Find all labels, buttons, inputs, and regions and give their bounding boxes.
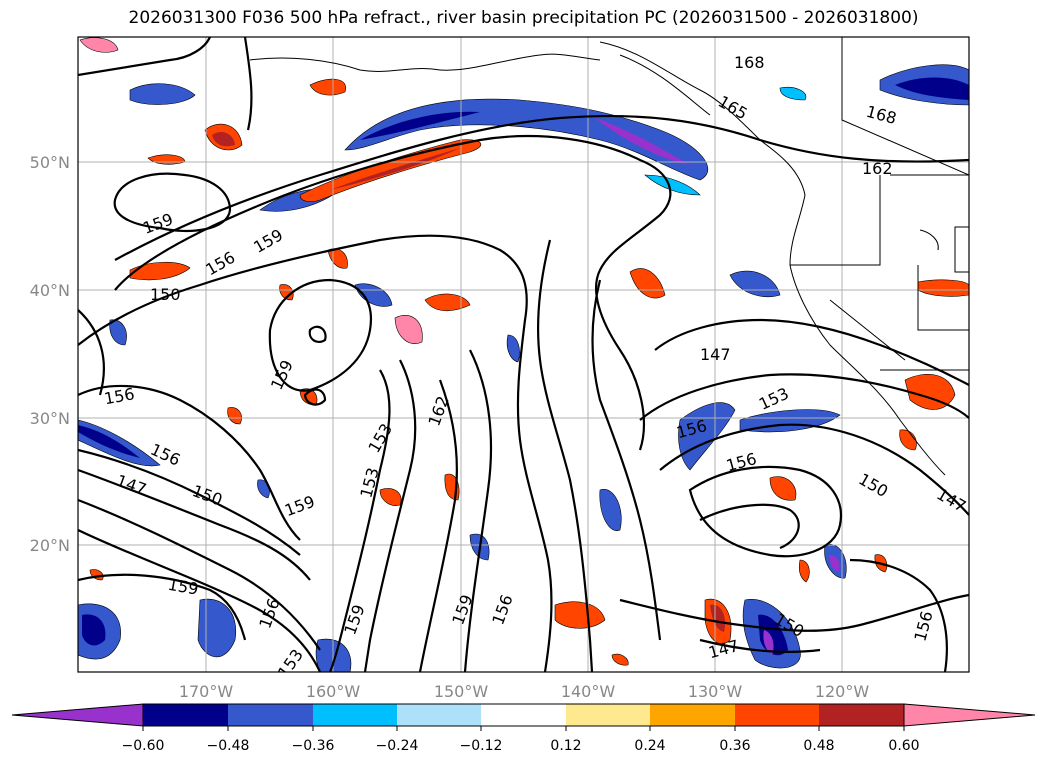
coastlines <box>249 37 969 476</box>
lon-label: 140°W <box>561 682 616 701</box>
colorbar-tick-label: −0.12 <box>460 738 503 754</box>
colorbar-segment <box>397 704 481 726</box>
contour-label: 147 <box>700 345 731 364</box>
lon-label: 130°W <box>688 682 743 701</box>
colorbar-tick-label: 0.12 <box>550 738 581 754</box>
colorbar-tick-label: 0.36 <box>719 738 750 754</box>
lon-label: 170°W <box>179 682 234 701</box>
contour-label: 150 <box>150 285 181 304</box>
contour-label: 168 <box>734 53 765 72</box>
colorbar-segment <box>650 704 735 726</box>
lat-label: 40°N <box>30 281 70 300</box>
colorbar-segment <box>313 704 397 726</box>
lat-label: 30°N <box>30 409 70 428</box>
colorbar-tick-label: 0.24 <box>634 738 665 754</box>
latitude-labels: 50°N 40°N 30°N 20°N <box>30 153 70 555</box>
colorbar-segment <box>143 704 228 726</box>
plot-frame <box>77 36 970 673</box>
colorbar-tick-label: −0.24 <box>376 738 419 754</box>
lon-label: 120°W <box>815 682 870 701</box>
refractivity-contours <box>78 37 969 672</box>
colorbar: −0.60 −0.48 −0.36 −0.24 −0.12 0.12 0.24 … <box>11 703 1036 754</box>
lat-label: 20°N <box>30 536 70 555</box>
colorbar-tick-label: −0.48 <box>207 738 250 754</box>
colorbar-tick-label: 0.60 <box>888 738 919 754</box>
colorbar-segment <box>566 704 650 726</box>
colorbar-tick-label: −0.36 <box>292 738 335 754</box>
colorbar-extend-low <box>11 703 144 727</box>
contour-label: 162 <box>862 159 893 178</box>
lat-label: 50°N <box>30 153 70 172</box>
colorbar-tick-label: −0.60 <box>122 738 165 754</box>
colorbar-segment <box>481 704 566 726</box>
colorbar-tick-label: 0.48 <box>803 738 834 754</box>
colorbar-segment <box>819 704 904 726</box>
map-title: 2026031300 F036 500 hPa refract., river … <box>128 8 919 28</box>
colorbar-segment <box>735 704 819 726</box>
colorbar-segment <box>228 704 313 726</box>
lon-label: 160°W <box>306 682 361 701</box>
longitude-labels: 170°W 160°W 150°W 140°W 130°W 120°W <box>179 682 870 701</box>
lon-label: 150°W <box>434 682 489 701</box>
map-plot-area: 168 165 168 162 159 159 156 159 156 159 … <box>78 37 969 672</box>
precipitation-shading <box>78 37 969 672</box>
colorbar-extend-high <box>903 703 1036 727</box>
